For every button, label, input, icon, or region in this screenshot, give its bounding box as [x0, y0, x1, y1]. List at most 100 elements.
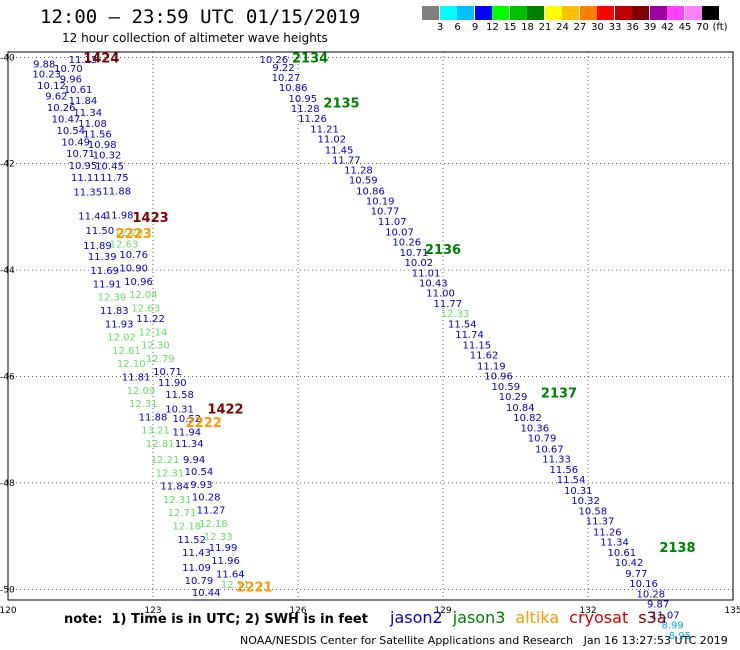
- swh-value-label: 10.31: [165, 404, 194, 415]
- swh-value-label: 10.76: [119, 250, 148, 261]
- swh-value-label: 10.02: [405, 258, 434, 269]
- y-tick-label: -42: [0, 160, 15, 170]
- swh-value-label: 13.21: [141, 426, 170, 437]
- swh-value-label: 11.15: [463, 341, 492, 352]
- y-tick-label: -48: [0, 479, 15, 489]
- swh-value-label: 11.26: [593, 527, 622, 538]
- swh-value-label: 11.88: [102, 186, 131, 197]
- pass-time-label: 1424: [83, 51, 119, 66]
- swh-value-label: 10.26: [392, 237, 421, 248]
- swh-value-label: 10.12: [37, 81, 66, 92]
- chart-subtitle: 12 hour collection of altimeter wave hei…: [62, 31, 328, 45]
- swh-value-label: 11.52: [177, 535, 206, 546]
- swh-value-label: 12.33: [204, 532, 233, 543]
- swh-value-label: 10.79: [528, 434, 557, 445]
- x-tick-label: 126: [289, 606, 306, 616]
- swh-value-label: 10.27: [272, 73, 301, 84]
- swh-value-label: 11.07: [651, 610, 680, 621]
- swh-value-label: 12.81: [146, 439, 175, 450]
- swh-value-label: 12.18: [199, 519, 228, 530]
- swh-value-label: 10.77: [371, 207, 400, 218]
- swh-value-label: 11.27: [197, 506, 226, 517]
- color-swatch: [492, 6, 509, 20]
- swh-value-label: 12.09: [127, 386, 156, 397]
- color-scale-label: 39: [643, 22, 657, 33]
- plot-frame: [7, 51, 734, 601]
- swh-value-label: 10.28: [637, 590, 666, 601]
- satellite-legend: jason2 jason3 altika cryosat s3a: [390, 608, 677, 627]
- footer-note: note: 1) Time is in UTC; 2) SWH is in fe…: [64, 612, 368, 627]
- swh-value-label: 11.34: [73, 108, 102, 119]
- swh-value-label: 12.11: [221, 580, 250, 591]
- color-swatch: [684, 6, 702, 20]
- swh-value-label: 10.49: [61, 137, 90, 148]
- color-scale-label: 15: [503, 22, 517, 33]
- color-scale-label: 21: [538, 22, 552, 33]
- swh-value-label: 9.22: [272, 63, 294, 74]
- swh-value-label: 8.95: [669, 631, 691, 642]
- swh-value-label: 10.44: [192, 588, 221, 599]
- x-tick-label: 129: [434, 606, 451, 616]
- swh-value-label: 11.02: [318, 135, 347, 146]
- swh-value-label: 10.54: [57, 126, 86, 137]
- swh-value-label: 9.62: [45, 92, 67, 103]
- swh-value-label: 11.94: [173, 427, 202, 438]
- x-tick-label: 132: [579, 606, 596, 616]
- swh-value-label: 10.36: [521, 424, 550, 435]
- swh-value-label: 11.96: [211, 556, 240, 567]
- color-swatch: [667, 6, 684, 20]
- swh-value-label: 10.95: [69, 161, 98, 172]
- swh-value-label: 12.63: [110, 240, 139, 251]
- pass-time-label: 2221: [236, 581, 272, 596]
- swh-value-label: 10.45: [95, 161, 124, 172]
- swh-value-label: 11.01: [412, 268, 441, 279]
- swh-value-label: 11.00: [426, 288, 455, 299]
- swh-value-label: 10.86: [279, 83, 308, 94]
- color-scale-label: 18: [521, 22, 534, 33]
- swh-value-label: 11.74: [455, 330, 484, 341]
- swh-value-label: 10.67: [535, 444, 564, 455]
- swh-value-label: 10.79: [185, 576, 214, 587]
- swh-value-label: 11.26: [298, 114, 327, 125]
- pass-time-label: 2136: [425, 243, 461, 258]
- swh-value-label: 11.90: [158, 378, 187, 389]
- swh-value-label: 10.70: [54, 64, 83, 75]
- color-scale-label: 45: [678, 22, 692, 33]
- color-scale-label: (ft): [712, 22, 728, 33]
- swh-value-label: 10.54: [185, 467, 214, 478]
- swh-value-label: 12.63: [131, 303, 160, 314]
- swh-value-label: 11.84: [160, 482, 189, 493]
- swh-value-label: 10.86: [356, 186, 385, 197]
- swh-value-label: 10.32: [93, 151, 122, 162]
- swh-value-label: 10.71: [153, 367, 182, 378]
- pass-time-label: 1422: [207, 402, 243, 417]
- swh-value-label: 11.91: [93, 279, 122, 290]
- swh-value-label: 12.79: [146, 354, 175, 365]
- swh-value-label: 10.82: [513, 413, 542, 424]
- swh-value-label: 11.99: [209, 543, 238, 554]
- pass-time-label: 2222: [186, 416, 222, 431]
- swh-value-label: 10.16: [629, 579, 658, 590]
- color-scale-label: 30: [591, 22, 604, 33]
- swh-value-label: 12.04: [129, 290, 158, 301]
- swh-value-label: 12.02: [107, 333, 136, 344]
- swh-value-label: 11.11: [71, 173, 100, 184]
- color-swatch: [422, 6, 439, 20]
- swh-value-label: 11.39: [88, 252, 117, 263]
- swh-value-label: 10.71: [400, 248, 429, 259]
- swh-value-label: 11.19: [477, 361, 506, 372]
- swh-value-label: 11.21: [310, 125, 339, 136]
- swh-value-label: 9.94: [183, 455, 205, 466]
- color-swatch: [579, 6, 597, 20]
- pass-time-label: 2134: [292, 51, 328, 66]
- swh-value-label: 10.42: [615, 558, 644, 569]
- swh-value-label: 12.31: [129, 399, 158, 410]
- x-tick-label: 123: [144, 606, 161, 616]
- swh-value-label: 11.54: [557, 475, 586, 486]
- color-swatch: [597, 6, 614, 20]
- swh-value-label: 12.33: [441, 309, 470, 320]
- color-scale-label: 3: [436, 22, 444, 33]
- color-scale-label: 27: [573, 22, 587, 33]
- color-scale-label: 24: [556, 22, 569, 33]
